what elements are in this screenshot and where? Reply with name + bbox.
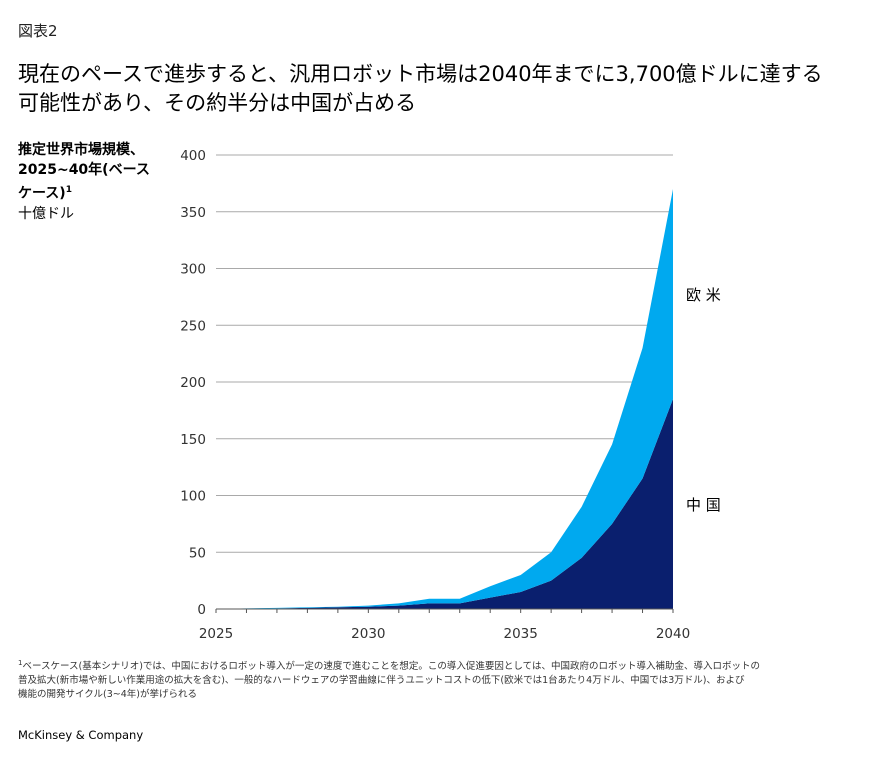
series-areas — [216, 189, 673, 610]
y-axis-label-line-3: ケース)1 — [18, 180, 178, 204]
x-tick-2030: 2030 — [351, 626, 385, 642]
chart-title: 現在のペースで進歩すると、汎用ロボット市場は2040年までに3,700億ドルに達… — [18, 60, 878, 118]
y-axis-label: 推定世界市場規模、 2025~40年(ベース ケース)1 十億ドル — [18, 140, 178, 224]
x-axis — [215, 608, 674, 613]
footnote-line-2: 普及拡大(新市場や新しい作業用途の拡大を含む)、一般的なハードウェアの学習曲線に… — [18, 675, 745, 687]
y-tick-350: 350 — [180, 205, 206, 221]
y-axis-footnote-mark: 1 — [65, 185, 72, 195]
area-chart: 0 50 100 150 200 250 300 350 400 2025 2030 2035 204… — [180, 148, 721, 642]
series-label-1: 欧 米 — [686, 286, 721, 304]
x-tick-2025: 2025 — [199, 626, 233, 642]
series-labels: 中 国欧 米 — [686, 286, 721, 514]
x-tick-2035: 2035 — [503, 626, 537, 642]
y-tick-200: 200 — [180, 375, 206, 391]
footnote: 1ベースケース(基本シナリオ)では、中国におけるロボット導入が一定の速度で進むこ… — [18, 656, 878, 702]
y-axis-label-line-3-text: ケース) — [18, 185, 66, 202]
brand-name: McKinsey & Company — [18, 728, 144, 742]
y-tick-400: 400 — [180, 148, 206, 164]
chart-title-line-1: 現在のペースで進歩すると、汎用ロボット市場は2040年までに3,700億ドルに達… — [18, 62, 823, 86]
footnote-line-1-text: ベースケース(基本シナリオ)では、中国におけるロボット導入が一定の速度で進むこと… — [22, 661, 760, 673]
exhibit-label: 図表2 — [18, 22, 58, 40]
y-axis-label-line-1: 推定世界市場規模、 — [18, 142, 144, 158]
series-area-0 — [216, 399, 673, 609]
y-tick-100: 100 — [180, 489, 206, 505]
x-tick-2040: 2040 — [656, 626, 690, 642]
footnote-mark: 1 — [18, 659, 23, 667]
y-tick-labels: 0 50 100 150 200 250 300 350 400 — [180, 148, 206, 618]
y-tick-50: 50 — [189, 545, 206, 561]
series-label-0: 中 国 — [686, 496, 721, 514]
y-tick-150: 150 — [180, 432, 206, 448]
chart-title-line-2: 可能性があり、その約半分は中国が占める — [18, 91, 417, 115]
y-tick-250: 250 — [180, 318, 206, 334]
y-tick-0: 0 — [197, 602, 206, 618]
x-tick-labels: 2025 2030 2035 2040 — [199, 626, 690, 642]
footnote-line-1: 1ベースケース(基本シナリオ)では、中国におけるロボット導入が一定の速度で進むこ… — [18, 656, 878, 674]
footnote-line-3: 機能の開発サイクル(3~4年)が挙げられる — [18, 689, 197, 701]
y-axis-label-line-2: 2025~40年(ベース — [18, 162, 150, 178]
y-axis-unit: 十億ドル — [18, 205, 74, 222]
y-tick-300: 300 — [180, 262, 206, 278]
